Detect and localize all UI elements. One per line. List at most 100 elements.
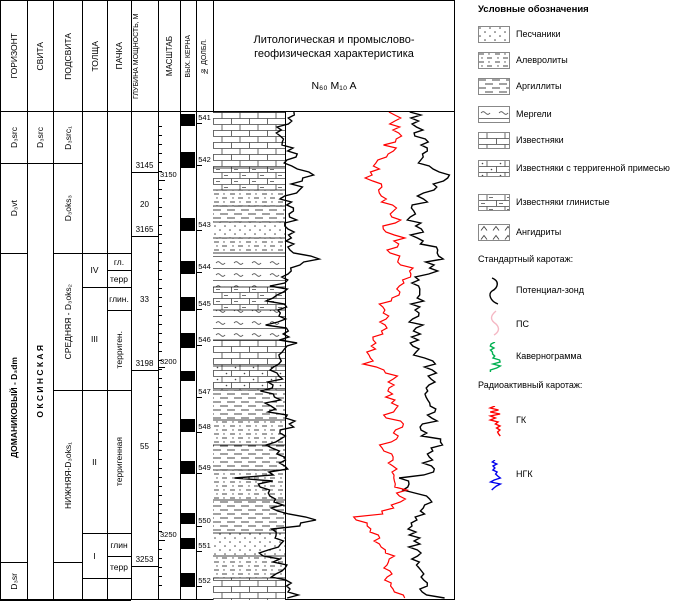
tolshcha-cell-label: I [93,550,96,561]
podsvita-cell-label: НИЖНЯЯ-D₃oks₁ [62,442,73,510]
core-bar [181,461,195,474]
podsvita-cell-label: СРЕДНЯЯ - D₃oks₂ [62,283,73,360]
potential-sonde-icon [489,277,499,305]
lithology-interval-argillite [213,390,285,420]
gk-curve-icon [487,405,502,437]
scale-minor-tick [158,369,162,370]
column-header-scale: МАСШТАБ [158,0,180,112]
legend-swatch-limestone_terr [478,160,510,177]
column-header-pachka: ПАЧКА [107,0,131,112]
scale-minor-tick [158,207,162,208]
core-bar [181,513,195,524]
column-header-label: № ДОЛБЛ. [201,38,208,74]
podsvita-cell: СРЕДНЯЯ - D₃oks₂ [53,253,82,391]
scale-minor-tick [158,576,162,577]
run-tick [196,551,202,552]
lithology-interval-limestone_clay [213,287,285,310]
lithology-interval-sandstone [213,222,285,238]
run-tick [196,272,202,273]
run-number: 546 [198,335,211,344]
podsvita-cell-label: D₃src₁ [62,125,73,150]
scale-minor-tick [158,360,162,361]
run-tick [196,432,202,433]
grid-line [0,0,1,600]
legend-curve-icon [486,276,504,311]
lithology-interval-marl [213,310,285,340]
podsvita-cell: НИЖНЯЯ-D₃oks₁ [53,390,82,563]
ngk-curve [398,111,451,599]
lithology-interval-argillite [213,445,285,470]
column-header-podsvita: ПОДСВИТА [53,0,82,112]
scale-minor-tick [158,306,162,307]
core-bar [181,297,195,311]
lithology-interval-limestone [213,112,285,168]
depth-line [131,236,158,237]
pachka-cell-label: терр [110,273,128,284]
scale-minor-tick [158,315,162,316]
grid-line [158,0,159,600]
scale-minor-tick [158,522,162,523]
pachka-cell-label: терригенная [114,436,124,487]
scale-minor-tick [158,414,162,415]
legend-swatch-limestone [478,132,510,149]
tolshcha-cell-label: II [92,456,97,467]
scale-minor-tick [158,270,162,271]
scale-minor-tick [158,261,162,262]
scale-minor-tick [158,441,162,442]
column-header-label: ВЫХ. КЕРНА [184,34,192,78]
run-number: 542 [198,155,211,164]
scale-minor-tick [158,198,162,199]
pachka-cell: гл. [107,253,131,271]
scale-minor-tick [158,495,162,496]
depth-line [131,566,158,567]
run-tick [196,230,202,231]
pachka-cell-label: глин. [109,293,129,304]
scale-major-tick [158,540,165,541]
grid-line [0,111,455,112]
tolshcha-cell [82,112,107,254]
legend-curve-icon [486,459,504,496]
pachka-cell: глин [107,533,131,557]
scale-minor-tick [158,333,162,334]
legend-swatch-anhydrite [478,224,510,241]
scale-minor-tick [158,225,162,226]
scale-minor-tick [158,252,162,253]
grid-line [131,0,132,600]
scale-minor-tick [158,324,162,325]
horizon-cell-label: D₃src [8,127,19,148]
lithology-interval-siltstone [213,420,285,445]
run-number: 545 [198,299,211,308]
column-header-label: ТОЛЩА [89,40,100,72]
gk-curve [352,111,415,599]
legend-label: Мергели [516,109,552,119]
scale-minor-tick [158,189,162,190]
scale-minor-tick [158,351,162,352]
scale-minor-tick [158,171,162,172]
run-number: 551 [198,541,211,550]
scale-minor-tick [158,378,162,379]
scale-minor-tick [158,513,162,514]
scale-tick-label: 3200 [160,357,177,366]
scale-tick-label: 3250 [160,530,177,539]
core-bar [181,573,195,587]
scale-minor-tick [158,135,162,136]
legend-swatch-limestone_clay [478,194,510,211]
pachka-cell-label: гл. [113,256,125,267]
run-number: 544 [198,262,211,271]
scale-minor-tick [158,396,162,397]
pachka-cell: терр [107,556,131,579]
depth-mark: 20 [140,200,149,209]
run-tick [196,473,202,474]
svita-cell-label: D₃src [35,127,45,148]
run-tick [196,397,202,398]
run-tick [196,526,202,527]
grid-line [53,0,54,600]
podsvita-cell: D₃src₁ [53,112,82,164]
column-header-label: ГОРИЗОНТ [8,33,19,79]
run-tick [196,165,202,166]
scale-minor-tick [158,153,162,154]
scale-minor-tick [158,504,162,505]
legend-label: Кавернограмма [516,351,582,361]
legend-label: НГК [516,469,533,479]
